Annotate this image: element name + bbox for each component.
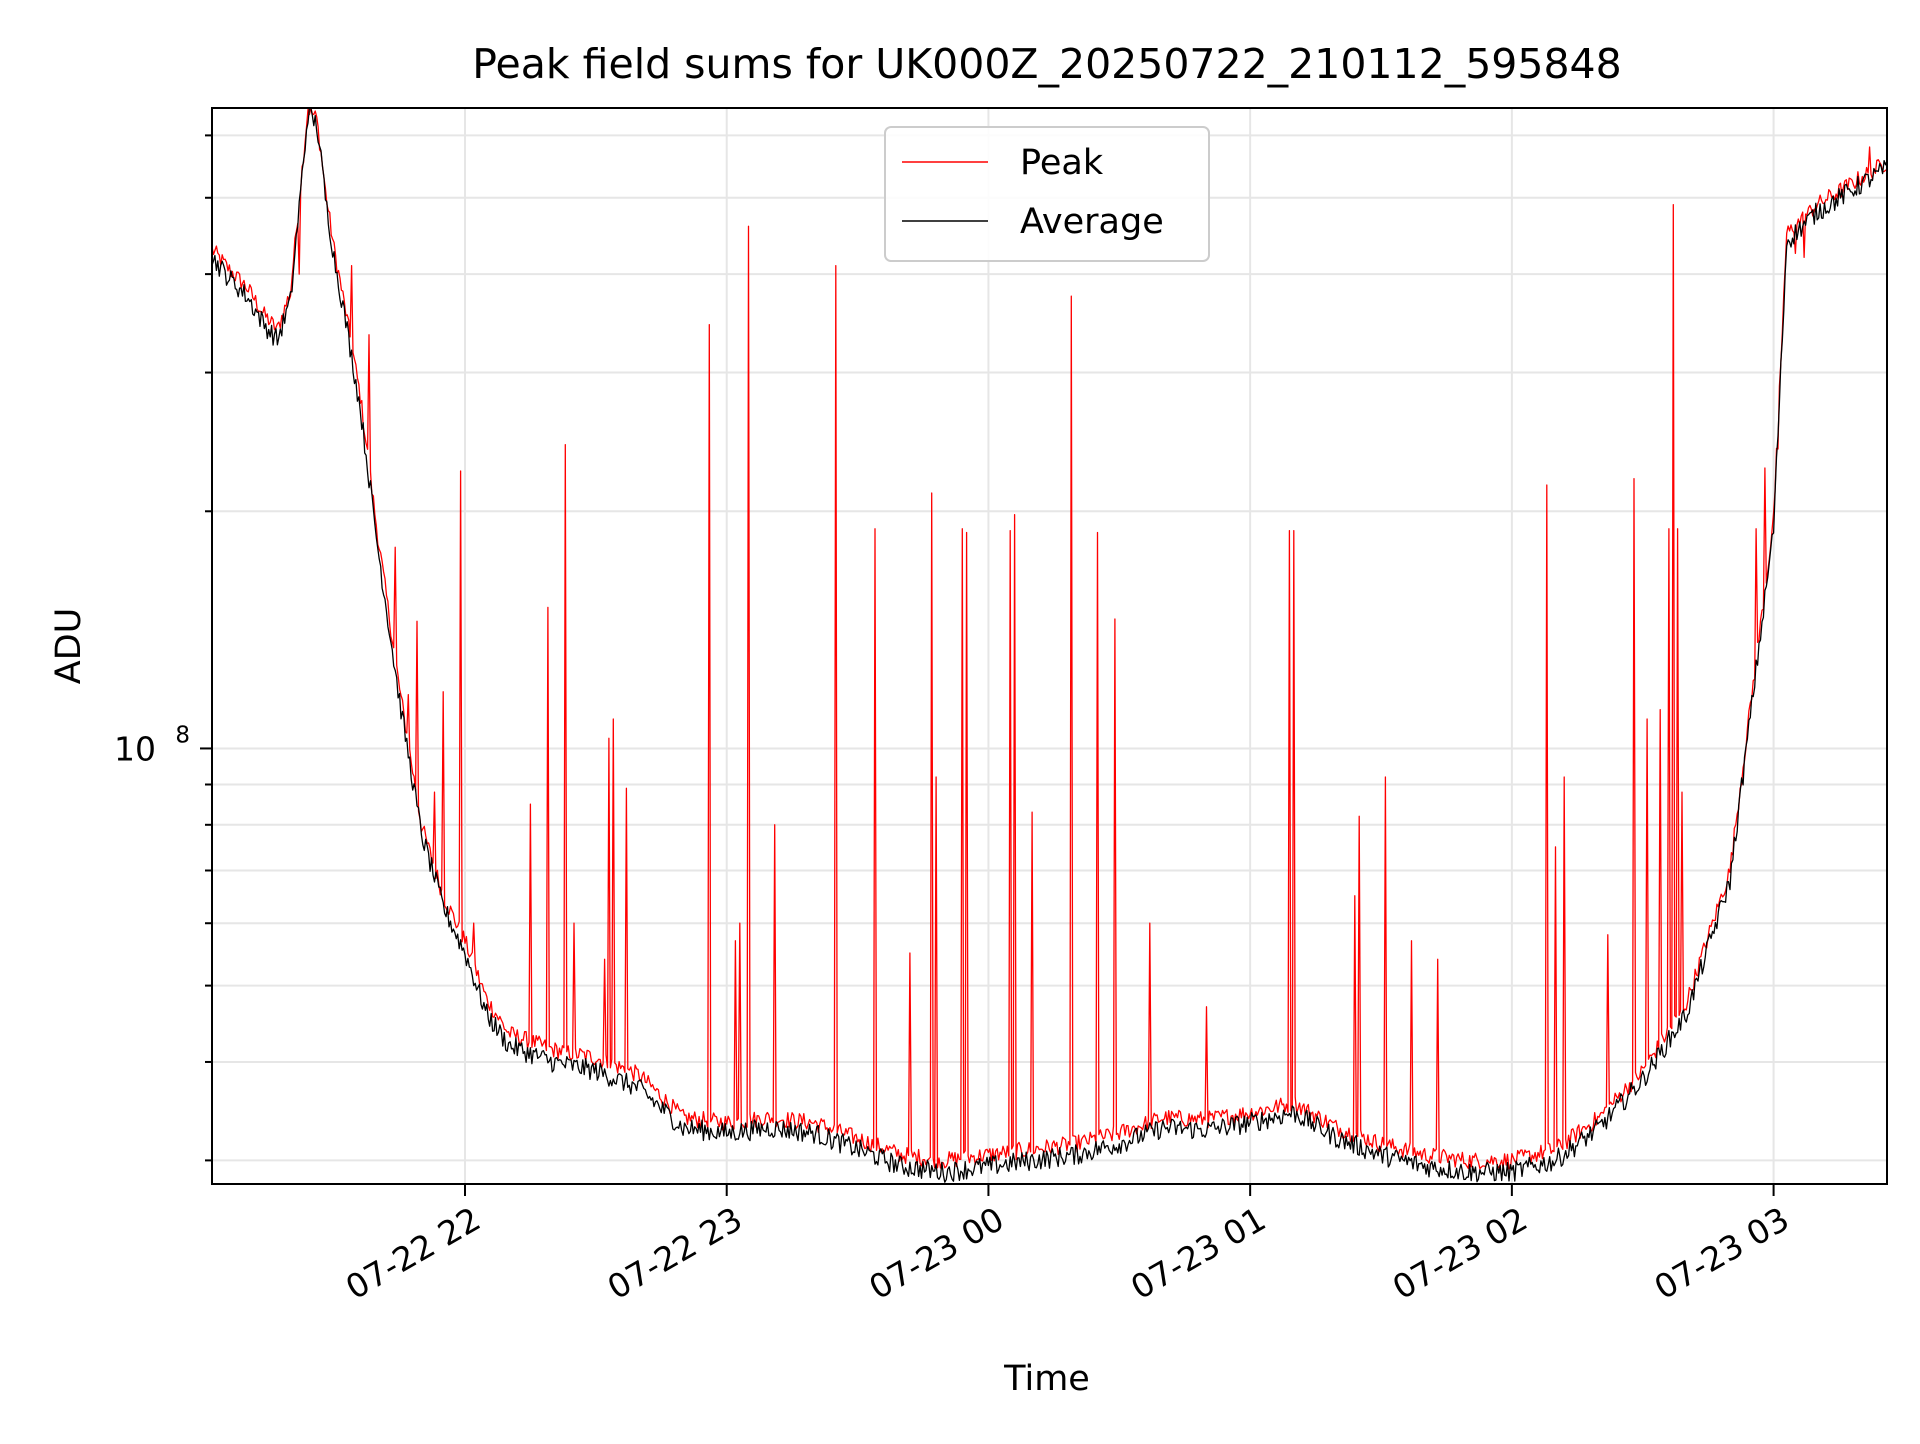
y-tick-exponent: 8 <box>175 722 190 748</box>
legend-label-peak: Peak <box>1020 143 1104 183</box>
chart-title: Peak field sums for UK000Z_20250722_2101… <box>472 40 1621 88</box>
grid <box>212 108 1887 1184</box>
legend-label-average: Average <box>1020 202 1164 242</box>
y-tick-base: 10 <box>114 729 156 768</box>
y-tick-label: 10 <box>114 729 156 768</box>
series-line-peak <box>212 108 1887 1170</box>
y-axis-label: ADU <box>49 608 89 685</box>
series-line-average <box>212 108 1887 1183</box>
plot-frame <box>211 107 1888 1185</box>
series-layer <box>212 108 1887 1183</box>
legend: Peak Average <box>884 126 1210 262</box>
x-axis-label: Time <box>1003 1359 1090 1399</box>
legend-box <box>884 126 1210 262</box>
